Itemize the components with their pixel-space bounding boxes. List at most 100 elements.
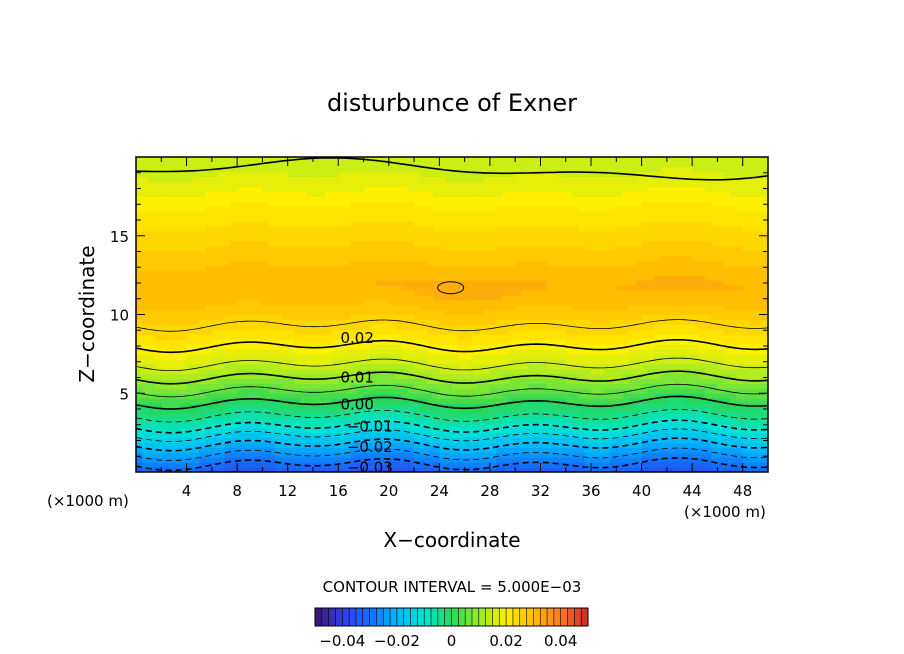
field-cell bbox=[230, 235, 238, 242]
field-cell bbox=[572, 230, 579, 237]
field-cell bbox=[376, 196, 384, 202]
field-cell bbox=[154, 157, 162, 163]
field-cell bbox=[268, 270, 276, 276]
field-cell bbox=[540, 403, 548, 409]
field-cell bbox=[199, 319, 207, 325]
field-cell bbox=[515, 230, 523, 237]
field-cell bbox=[331, 289, 339, 296]
field-cell bbox=[382, 186, 390, 193]
field-cell bbox=[281, 176, 289, 183]
field-cell bbox=[224, 319, 232, 325]
field-cell bbox=[445, 403, 453, 409]
field-cell bbox=[218, 181, 226, 188]
field-cell bbox=[433, 422, 440, 429]
field-cell bbox=[192, 393, 200, 399]
field-cell bbox=[205, 334, 213, 340]
field-cell bbox=[237, 368, 245, 375]
field-cell bbox=[445, 358, 453, 365]
field-cell bbox=[325, 171, 333, 178]
field-cell bbox=[433, 260, 440, 266]
field-cell bbox=[572, 462, 579, 468]
field-cell bbox=[211, 408, 219, 414]
field-cell bbox=[584, 225, 592, 232]
field-cell bbox=[376, 265, 384, 271]
field-cell bbox=[205, 196, 213, 202]
field-cell bbox=[489, 447, 497, 453]
field-cell bbox=[477, 348, 485, 355]
field-cell bbox=[180, 161, 188, 168]
field-cell bbox=[458, 171, 466, 178]
field-cell bbox=[325, 294, 333, 301]
field-cell bbox=[376, 161, 384, 168]
field-cell bbox=[338, 368, 346, 375]
field-cell bbox=[186, 462, 194, 468]
field-cell bbox=[527, 275, 535, 281]
field-cell bbox=[584, 294, 592, 301]
field-cell bbox=[622, 245, 630, 252]
field-cell bbox=[369, 348, 377, 355]
field-cell bbox=[401, 378, 409, 384]
field-cell bbox=[407, 344, 415, 350]
field-cell bbox=[167, 452, 175, 458]
field-cell bbox=[338, 462, 346, 468]
field-cell bbox=[534, 270, 542, 276]
field-cell bbox=[578, 437, 586, 444]
field-cell bbox=[439, 462, 447, 468]
field-cell bbox=[312, 319, 320, 325]
field-cell bbox=[357, 427, 365, 434]
field-cell bbox=[218, 339, 226, 345]
field-cell bbox=[584, 383, 592, 389]
field-cell bbox=[275, 171, 282, 178]
field-cell bbox=[306, 368, 314, 375]
field-cell bbox=[521, 334, 529, 340]
field-cell bbox=[515, 348, 523, 355]
field-cell bbox=[458, 437, 466, 444]
field-cell bbox=[458, 211, 466, 217]
field-cell bbox=[445, 373, 453, 380]
field-cell bbox=[439, 181, 447, 188]
field-cell bbox=[546, 412, 554, 419]
field-cell bbox=[167, 289, 175, 296]
field-cell bbox=[180, 250, 188, 257]
field-cell bbox=[312, 280, 320, 286]
field-cell bbox=[559, 393, 567, 399]
field-cell bbox=[572, 442, 579, 448]
field-cell bbox=[376, 260, 384, 266]
field-cell bbox=[287, 324, 295, 330]
field-cell bbox=[294, 417, 301, 424]
field-cell bbox=[540, 211, 548, 217]
field-cell bbox=[464, 186, 472, 193]
field-cell bbox=[312, 344, 320, 350]
field-cell bbox=[395, 211, 403, 217]
field-cell bbox=[420, 378, 428, 384]
field-cell bbox=[262, 166, 270, 173]
field-cell bbox=[622, 314, 630, 321]
field-cell bbox=[192, 344, 200, 350]
field-cell bbox=[470, 225, 478, 232]
field-cell bbox=[331, 368, 339, 375]
field-cell bbox=[363, 216, 371, 222]
field-cell bbox=[205, 314, 213, 321]
field-cell bbox=[584, 157, 592, 163]
field-cell bbox=[553, 280, 561, 286]
field-cell bbox=[275, 437, 282, 444]
field-cell bbox=[483, 437, 491, 444]
field-cell bbox=[477, 211, 485, 217]
field-cell bbox=[312, 157, 320, 163]
field-cell bbox=[616, 398, 624, 404]
field-cell bbox=[502, 166, 510, 173]
field-cell bbox=[180, 275, 188, 281]
field-cell bbox=[584, 304, 592, 311]
field-cell bbox=[136, 467, 143, 472]
field-cell bbox=[325, 191, 333, 197]
field-cell bbox=[180, 319, 188, 325]
field-cell bbox=[205, 452, 213, 458]
field-cell bbox=[300, 452, 308, 458]
field-cell bbox=[426, 201, 434, 207]
field-cell bbox=[230, 176, 238, 183]
field-cell bbox=[584, 334, 592, 340]
field-cell bbox=[610, 220, 617, 227]
field-cell bbox=[540, 442, 548, 448]
field-cell bbox=[325, 206, 333, 212]
field-cell bbox=[439, 284, 447, 291]
